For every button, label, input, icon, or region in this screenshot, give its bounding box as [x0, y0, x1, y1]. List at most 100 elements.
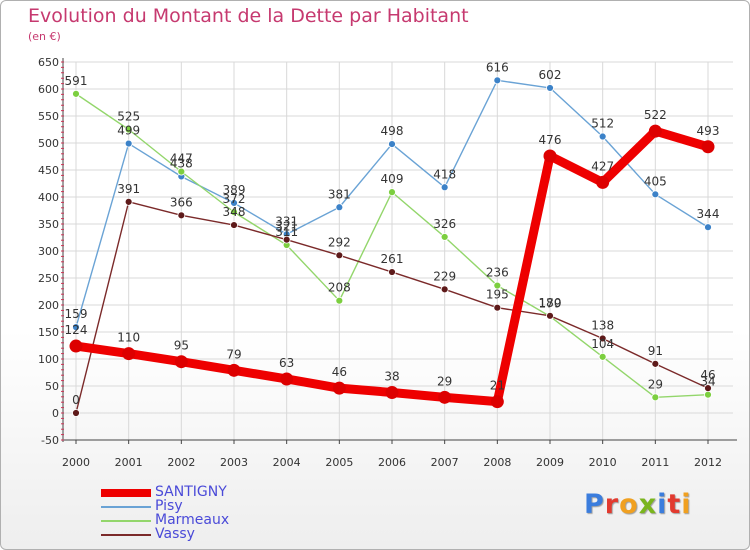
data-point-vassy [230, 221, 238, 229]
data-label-pisy: 602 [539, 68, 562, 82]
y-tick-label: 500 [38, 137, 59, 150]
data-label-pisy: 616 [486, 60, 509, 74]
data-point-pisy [230, 199, 238, 207]
y-tick-label: 50 [45, 380, 59, 393]
legend-swatch [101, 534, 151, 536]
data-label-marmeaux: 525 [117, 110, 140, 124]
data-label-marmeaux: 409 [381, 172, 404, 186]
data-label-pisy: 418 [433, 167, 456, 181]
data-point-pisy [546, 84, 554, 92]
x-tick-label: 2009 [536, 456, 564, 469]
x-tick-label: 2000 [62, 456, 90, 469]
data-point-marmeaux [72, 89, 80, 98]
data-label-marmeaux: 311 [275, 225, 298, 239]
data-point-santigny [648, 124, 662, 138]
data-label-santigny: 110 [117, 331, 140, 345]
data-point-pisy [598, 132, 607, 141]
data-label-santigny: 522 [644, 108, 667, 122]
data-point-vassy [177, 211, 186, 220]
data-point-santigny [490, 395, 504, 409]
data-point-marmeaux [124, 125, 133, 134]
data-point-vassy [493, 303, 502, 312]
data-point-santigny [69, 339, 83, 353]
data-point-santigny [438, 390, 452, 404]
data-point-pisy [388, 140, 396, 148]
data-label-marmeaux: 208 [328, 281, 351, 295]
data-point-santigny [280, 372, 294, 386]
data-label-vassy: 391 [117, 182, 140, 196]
data-point-vassy [124, 197, 133, 206]
data-label-pisy: 381 [328, 187, 351, 201]
data-point-marmeaux [335, 296, 344, 305]
data-point-marmeaux [651, 393, 660, 402]
data-label-santigny: 21 [490, 379, 505, 393]
data-label-vassy: 229 [433, 269, 456, 283]
data-label-vassy: 46 [700, 368, 715, 382]
data-point-marmeaux [230, 208, 238, 217]
legend-label: Marmeaux [155, 512, 230, 528]
logo-letter: x [638, 489, 658, 520]
x-tick-label: 2001 [115, 456, 143, 469]
x-tick-label: 2011 [641, 456, 669, 469]
data-label-santigny: 46 [332, 365, 347, 379]
data-label-vassy: 91 [648, 344, 663, 358]
data-label-vassy: 292 [328, 235, 351, 249]
y-tick-label: 600 [38, 83, 59, 96]
data-label-pisy: 389 [223, 183, 246, 197]
y-tick-label: 400 [38, 191, 59, 204]
y-tick-label: 450 [38, 164, 59, 177]
data-label-pisy: 438 [170, 156, 193, 170]
data-label-pisy: 499 [117, 124, 140, 138]
data-point-pisy [651, 190, 660, 199]
data-point-vassy [704, 384, 712, 393]
data-label-vassy: 321 [275, 220, 298, 234]
y-tick-label: 150 [38, 326, 59, 339]
y-tick-label: -50 [41, 434, 59, 447]
data-label-marmeaux: 179 [539, 296, 562, 310]
data-point-vassy [598, 334, 607, 343]
data-label-pisy: 159 [65, 307, 88, 321]
data-point-santigny [543, 149, 557, 163]
legend-label: Vassy [155, 526, 195, 542]
data-label-santigny: 38 [384, 369, 399, 383]
data-label-santigny: 476 [539, 133, 562, 147]
logo-letter: i [657, 489, 668, 520]
data-point-marmeaux [704, 390, 712, 399]
data-label-vassy: 180 [539, 296, 562, 310]
data-point-santigny [122, 347, 136, 361]
data-point-santigny [596, 175, 610, 189]
data-point-santigny [332, 381, 346, 395]
data-label-marmeaux: 29 [648, 377, 663, 391]
data-label-marmeaux: 104 [591, 337, 614, 351]
data-label-vassy: 348 [223, 205, 246, 219]
y-tick-label: 100 [38, 353, 59, 366]
y-tick-label: 550 [38, 110, 59, 123]
data-point-pisy [335, 203, 344, 212]
logo-letter: o [619, 489, 639, 520]
chart-subtitle: (en €) [28, 30, 61, 43]
y-tick-label: 650 [38, 56, 59, 69]
data-label-santigny: 493 [697, 124, 720, 138]
x-tick-label: 2010 [589, 456, 617, 469]
x-tick-label: 2012 [694, 456, 722, 469]
proxiti-logo: Proxiti [584, 489, 692, 520]
data-point-santigny [701, 140, 715, 154]
x-tick-label: 2005 [325, 456, 353, 469]
data-point-vassy [388, 268, 396, 276]
x-tick-label: 2003 [220, 456, 248, 469]
legend-label: SANTIGNY [155, 484, 227, 500]
data-point-santigny [227, 363, 241, 377]
y-tick-label: 350 [38, 218, 59, 231]
y-tick-label: 300 [38, 245, 59, 258]
legend-swatch [101, 520, 151, 522]
data-label-santigny: 427 [591, 159, 614, 173]
x-tick-label: 2006 [378, 456, 406, 469]
data-point-pisy [704, 223, 712, 232]
logo-letter: t [667, 489, 682, 520]
data-label-pisy: 512 [591, 117, 614, 131]
x-tick-label: 2004 [273, 456, 301, 469]
data-point-vassy [440, 285, 449, 294]
logo-letter: r [604, 489, 620, 520]
logo-letter: i [681, 489, 692, 520]
